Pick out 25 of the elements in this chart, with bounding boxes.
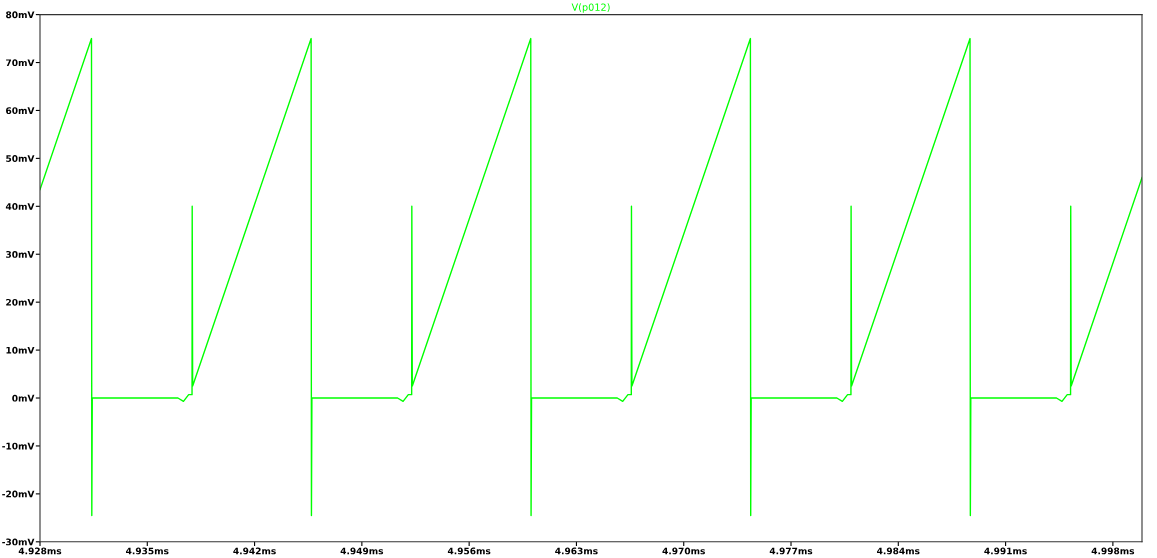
x-tick-label: 4.963ms <box>555 547 598 555</box>
x-tick-label: 4.991ms <box>984 547 1027 555</box>
y-tick-label: 50mV <box>6 155 35 162</box>
x-tick-label: 4.956ms <box>447 547 491 555</box>
y-tick-label: 30mV <box>6 250 35 258</box>
x-tick-label: 4.942ms <box>233 547 276 555</box>
y-tick-label: 0mV <box>12 394 35 402</box>
y-tick-label: 10mV <box>6 346 35 354</box>
x-tick-label: 4.977ms <box>769 547 813 555</box>
y-tick-label: -10mV <box>2 442 35 450</box>
y-tick-label: 40mV <box>5 203 35 210</box>
y-tick-label: -30mV <box>2 538 35 546</box>
y-tick-label: 20mV <box>6 298 35 306</box>
x-tick-label: 4.928ms <box>18 547 62 555</box>
x-tick-label: 4.935ms <box>126 547 169 555</box>
y-tick-label: 60mV <box>6 107 35 115</box>
x-tick-label: 4.949ms <box>340 547 384 555</box>
text: V(p012) <box>571 3 610 13</box>
y-tick-label: 70mV <box>6 59 35 67</box>
y-tick-label: 80mV <box>6 11 35 19</box>
x-tick-label: 4.970ms <box>662 547 705 555</box>
y-tick-label: -20mV <box>2 490 35 498</box>
line-series <box>40 37 1142 517</box>
x-tick-label: 4.998ms <box>1091 547 1135 555</box>
x-tick-label: 4.984ms <box>877 547 920 555</box>
